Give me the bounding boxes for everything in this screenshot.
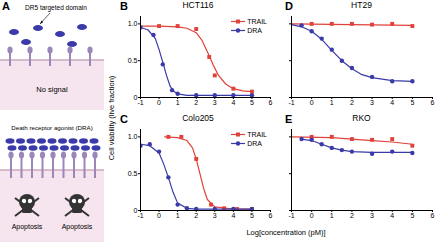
- svg-text:5: 5: [410, 212, 414, 219]
- svg-text:2: 2: [194, 212, 198, 219]
- svg-text:Apoptosis: Apoptosis: [12, 223, 43, 231]
- svg-text:0: 0: [133, 206, 138, 214]
- svg-text:6: 6: [269, 99, 273, 106]
- svg-text:2: 2: [350, 212, 354, 219]
- svg-text:1.0: 1.0: [128, 20, 138, 27]
- svg-text:5: 5: [250, 99, 254, 106]
- svg-text:3: 3: [370, 212, 374, 219]
- svg-text:-1: -1: [288, 99, 294, 106]
- html-text:Cell viability (live fraction): Cell viability (live fraction): [106, 75, 116, 161]
- svg-text:0: 0: [133, 93, 138, 101]
- svg-text:0: 0: [310, 99, 314, 106]
- svg-text:3: 3: [213, 212, 217, 219]
- html-text:DRA: DRA: [247, 140, 262, 147]
- svg-text:Apoptosis: Apoptosis: [62, 223, 93, 231]
- html-text:Colo205: Colo205: [182, 113, 214, 123]
- html-text:HT29: HT29: [351, 0, 372, 10]
- html-text:C: C: [120, 113, 128, 125]
- html-text:TRAIL: TRAIL: [247, 18, 267, 25]
- svg-text:3: 3: [213, 99, 217, 106]
- svg-text:4: 4: [390, 99, 394, 106]
- svg-text:1: 1: [176, 99, 180, 106]
- svg-text:0: 0: [310, 212, 314, 219]
- html-text:HCT116: HCT116: [182, 0, 214, 10]
- svg-text:0: 0: [157, 212, 161, 219]
- svg-text:-1: -1: [137, 99, 143, 106]
- html-text:Log[concentration (pM)]: Log[concentration (pM)]: [246, 228, 326, 237]
- svg-text:A: A: [2, 0, 10, 12]
- svg-text:4: 4: [231, 99, 235, 106]
- svg-text:No signal: No signal: [36, 85, 68, 94]
- svg-text:3: 3: [370, 99, 374, 106]
- svg-text:Death receptor agonist (DRA): Death receptor agonist (DRA): [11, 124, 93, 131]
- svg-text:1: 1: [330, 99, 334, 106]
- svg-text:0.5: 0.5: [128, 170, 138, 177]
- html-text:RKO: RKO: [352, 113, 371, 123]
- svg-text:DR5 targeted domain: DR5 targeted domain: [25, 4, 87, 12]
- svg-text:1: 1: [330, 212, 334, 219]
- svg-text:2: 2: [194, 99, 198, 106]
- svg-text:2: 2: [350, 99, 354, 106]
- svg-text:-1: -1: [288, 212, 294, 219]
- svg-text:6: 6: [431, 99, 435, 106]
- svg-text:1.0: 1.0: [128, 133, 138, 140]
- html-text:B: B: [120, 0, 128, 12]
- svg-text:4: 4: [390, 212, 394, 219]
- svg-text:0: 0: [157, 99, 161, 106]
- svg-text:5: 5: [250, 212, 254, 219]
- html-text:D: D: [285, 0, 293, 12]
- html-text:E: E: [285, 113, 293, 125]
- svg-text:0.5: 0.5: [128, 57, 138, 64]
- svg-text:1: 1: [176, 212, 180, 219]
- svg-text:4: 4: [231, 212, 235, 219]
- svg-text:5: 5: [410, 99, 414, 106]
- html-text:DRA: DRA: [247, 27, 262, 34]
- svg-text:-1: -1: [137, 212, 143, 219]
- html-text:TRAIL: TRAIL: [247, 131, 267, 138]
- svg-text:6: 6: [269, 212, 273, 219]
- svg-text:6: 6: [431, 212, 435, 219]
